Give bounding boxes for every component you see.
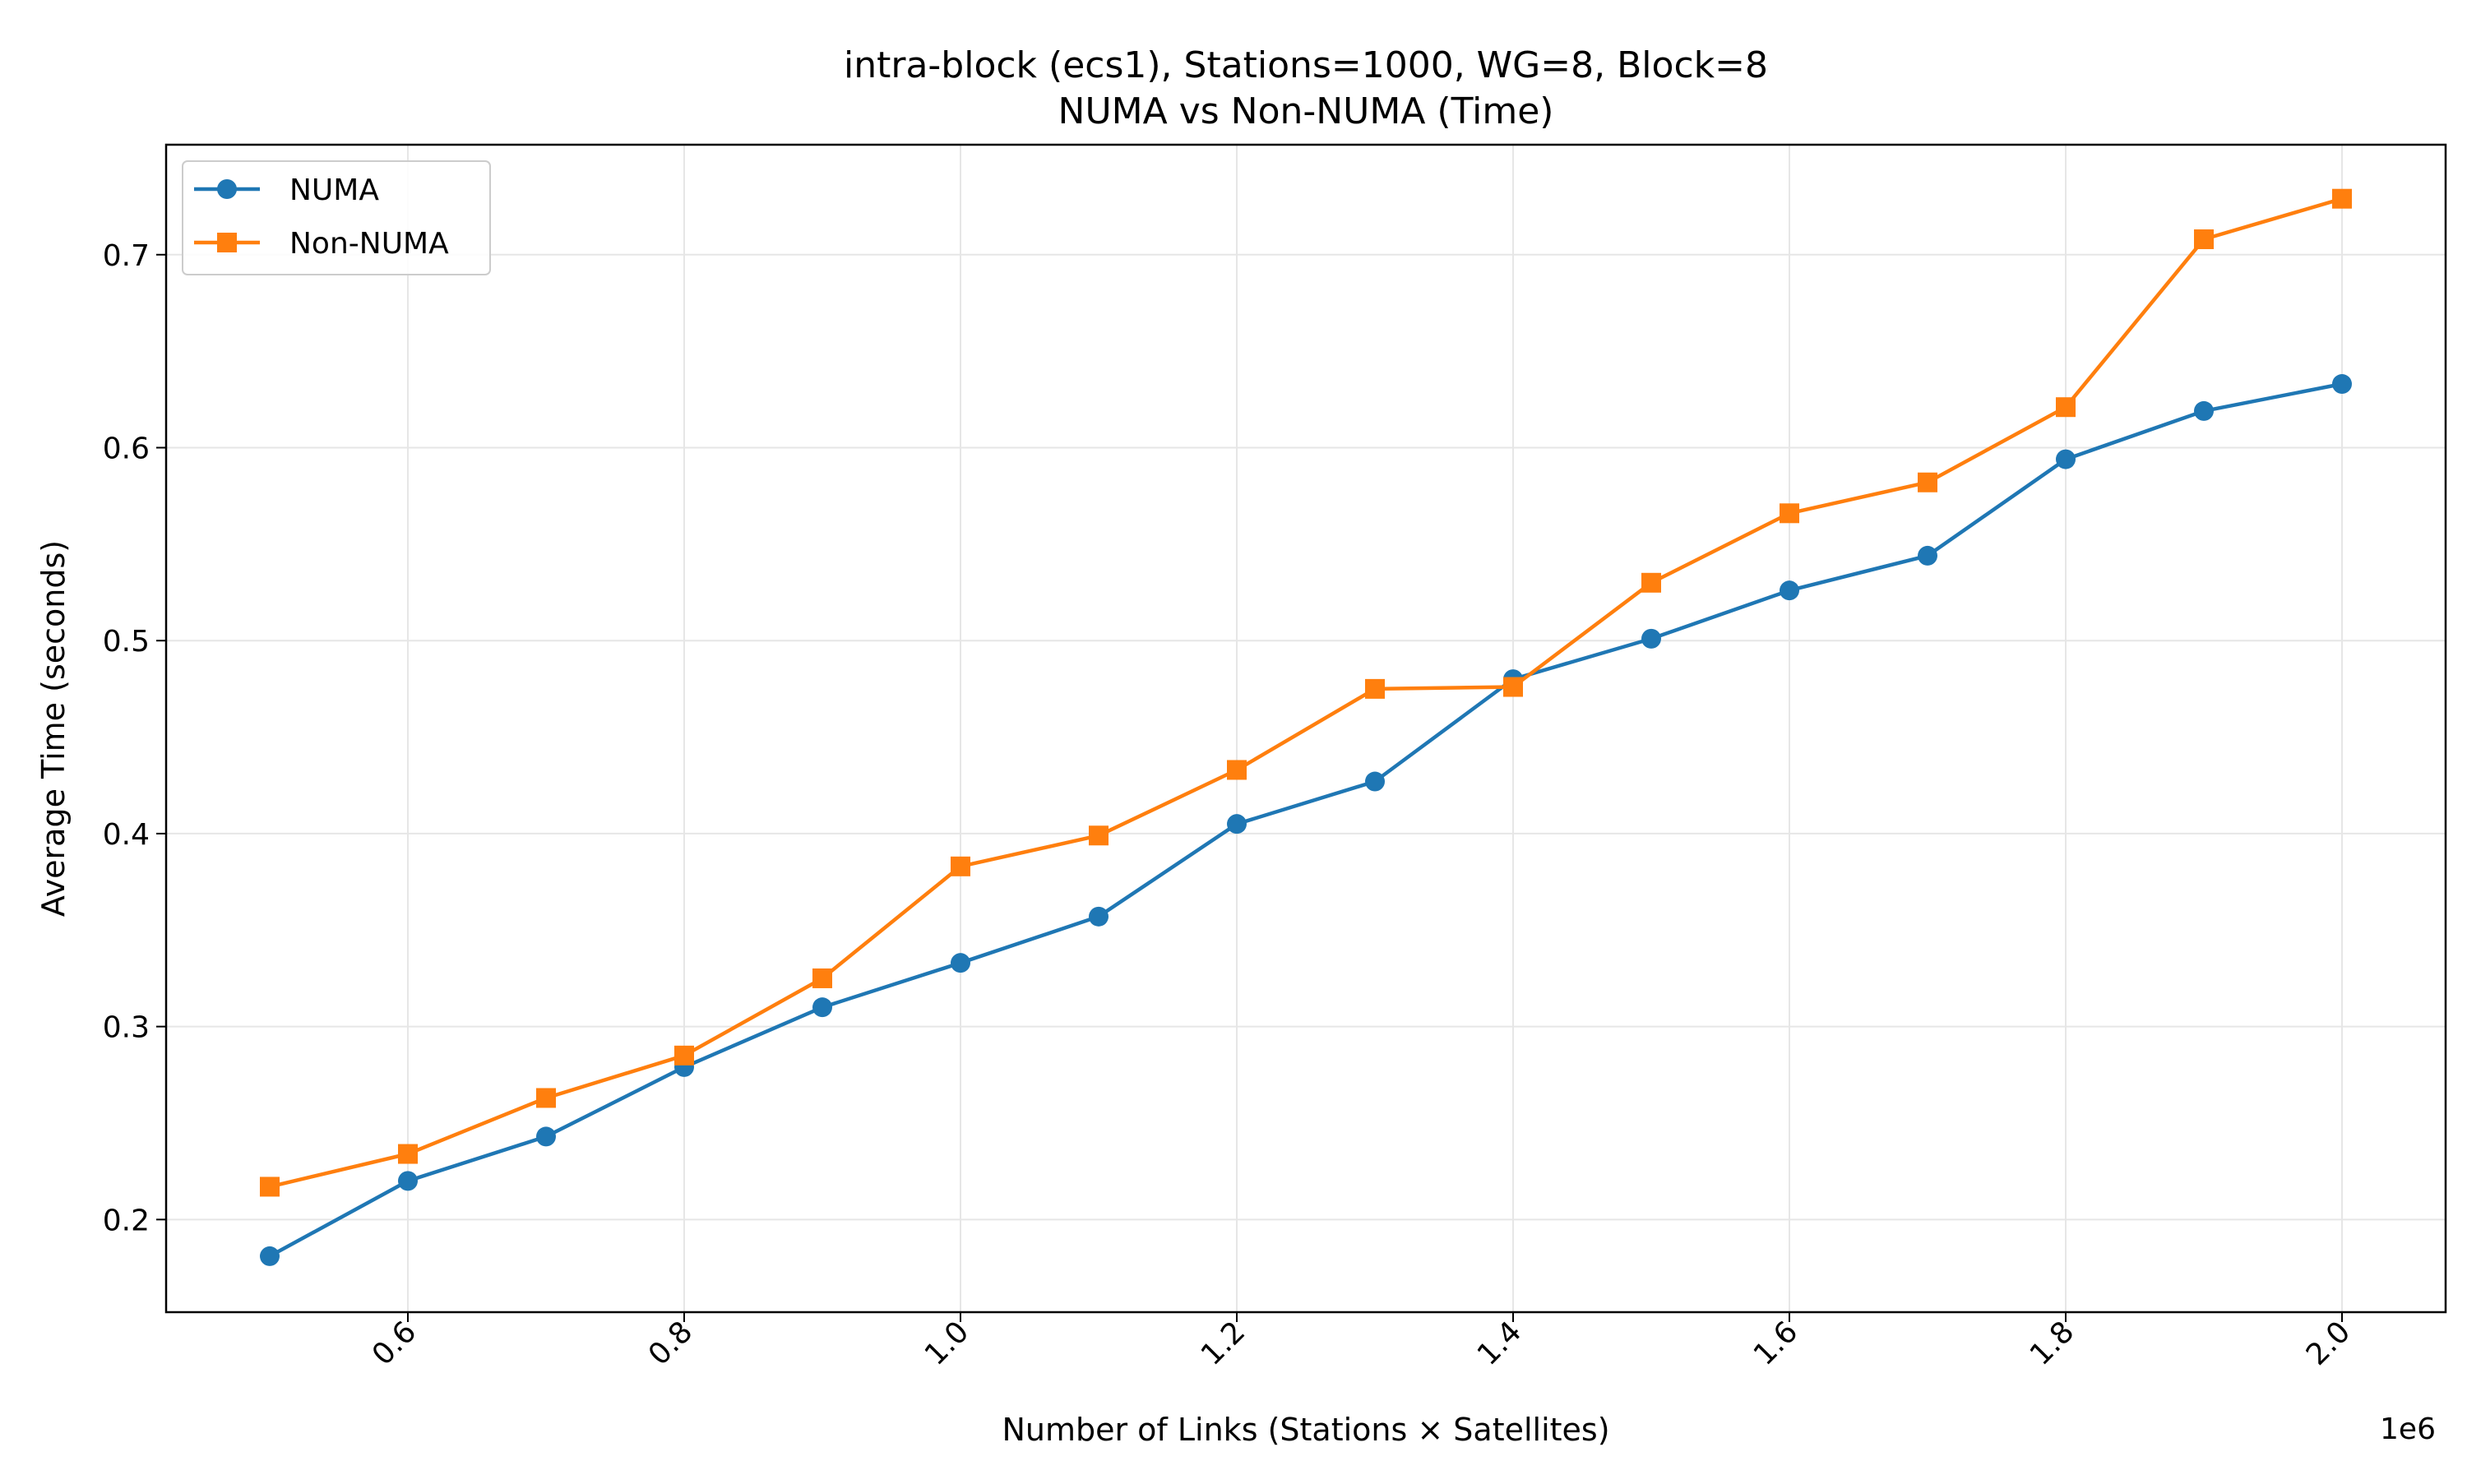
data-point-numa bbox=[260, 1246, 280, 1266]
data-point-non-numa bbox=[2056, 397, 2076, 418]
legend-label-non-numa: Non-NUMA bbox=[289, 227, 449, 261]
data-point-non-numa bbox=[536, 1088, 556, 1108]
legend: NUMA Non-NUMA bbox=[182, 160, 491, 275]
data-point-non-numa bbox=[398, 1144, 418, 1164]
data-point-numa bbox=[1227, 814, 1247, 834]
data-point-numa bbox=[1365, 771, 1385, 792]
data-point-non-numa bbox=[1503, 677, 1523, 697]
grid bbox=[166, 145, 2446, 1312]
data-point-non-numa bbox=[1089, 825, 1109, 846]
data-point-non-numa bbox=[674, 1045, 694, 1066]
data-point-numa bbox=[2194, 400, 2214, 421]
data-point-non-numa bbox=[1641, 572, 1661, 593]
y-tick-label: 0.3 bbox=[103, 1011, 150, 1045]
series-line-numa bbox=[268, 381, 2343, 1258]
y-tick-label: 0.7 bbox=[103, 239, 150, 273]
plot-series bbox=[260, 188, 2352, 1266]
y-tick-label: 0.4 bbox=[103, 818, 150, 852]
legend-marker-numa bbox=[217, 179, 237, 199]
data-point-numa bbox=[951, 953, 970, 973]
data-point-non-numa bbox=[812, 968, 832, 988]
data-point-non-numa bbox=[2194, 229, 2214, 250]
data-point-numa bbox=[398, 1171, 418, 1191]
data-point-numa bbox=[1918, 545, 1937, 566]
data-point-numa bbox=[1089, 906, 1109, 927]
x-axis-offset-label: 1e6 bbox=[2380, 1412, 2436, 1446]
data-point-non-numa bbox=[951, 856, 970, 876]
series-line-non-numa bbox=[269, 196, 2343, 1189]
y-axis-label: Average Time (seconds) bbox=[35, 540, 72, 917]
plot-frame bbox=[164, 143, 2447, 1314]
chart-title: intra-block (ecs1), Stations=1000, WG=8,… bbox=[844, 44, 1768, 86]
data-point-non-numa bbox=[1227, 760, 1247, 780]
y-tick-label: 0.5 bbox=[103, 625, 150, 659]
data-point-numa bbox=[812, 997, 832, 1018]
y-tick-label: 0.2 bbox=[103, 1204, 150, 1237]
chart-subtitle: NUMA vs Non-NUMA (Time) bbox=[1058, 90, 1554, 132]
data-point-non-numa bbox=[260, 1177, 280, 1197]
series-numa bbox=[260, 374, 2352, 1266]
legend-marker-non-numa bbox=[217, 233, 237, 252]
series-non-numa bbox=[260, 188, 2352, 1197]
data-point-numa bbox=[2056, 449, 2076, 469]
data-point-numa bbox=[1780, 580, 1799, 601]
data-point-numa bbox=[536, 1126, 556, 1147]
data-point-non-numa bbox=[1780, 503, 1799, 524]
data-point-non-numa bbox=[2332, 188, 2352, 209]
data-point-numa bbox=[2332, 374, 2352, 395]
data-point-non-numa bbox=[1365, 678, 1385, 699]
x-axis-label: Number of Links (Stations × Satellites) bbox=[1002, 1412, 1609, 1448]
y-tick-label: 0.6 bbox=[103, 432, 150, 465]
data-point-numa bbox=[1641, 628, 1661, 649]
data-point-non-numa bbox=[1918, 472, 1937, 492]
legend-label-numa: NUMA bbox=[289, 173, 379, 207]
